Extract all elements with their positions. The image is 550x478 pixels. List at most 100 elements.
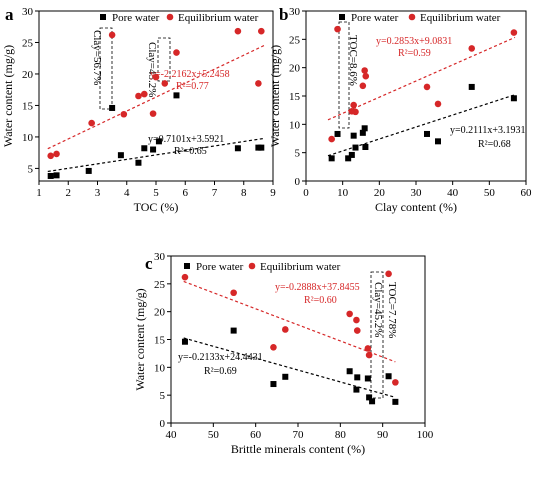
data-point-pore-water: [85, 167, 92, 174]
data-point-equilibrium-water: [468, 45, 476, 52]
y-tick-label: 30: [22, 6, 34, 18]
fit-line-equilibrium-water: [183, 280, 396, 363]
y-tick-label: 20: [289, 63, 301, 75]
fit-r-squared: R²=0.69: [204, 366, 237, 377]
data-point-pore-water: [258, 144, 265, 151]
x-tick-label: 6: [183, 187, 189, 199]
data-point-equilibrium-water: [135, 92, 142, 100]
fit-equation: y=0.2853x+9.0831: [376, 36, 452, 47]
data-point-pore-water: [348, 151, 355, 158]
x-tick-label: 9: [270, 187, 276, 199]
fit-equation: y=-0.2888x+37.8455: [275, 282, 360, 293]
data-point-equilibrium-water: [149, 110, 157, 117]
data-point-equilibrium-water: [161, 80, 169, 87]
x-tick-label: 90: [377, 429, 389, 441]
data-point-equilibrium-water: [328, 135, 335, 143]
fit-equation: y=-2.2162x+5.2458: [150, 69, 230, 80]
y-tick-label: 25: [154, 279, 166, 291]
x-tick-label: 8: [241, 187, 247, 199]
data-point-pore-water: [135, 159, 142, 166]
data-point-equilibrium-water: [282, 326, 289, 333]
y-tick-label: 15: [22, 100, 34, 112]
fit-r-squared: R²=0.65: [174, 146, 207, 157]
data-point-equilibrium-water: [359, 82, 367, 90]
data-point-equilibrium-water: [141, 90, 148, 98]
annotation-box: [338, 21, 350, 129]
x-tick-label: 7: [212, 187, 218, 199]
legend-marker-equilibrium-water: [248, 262, 256, 270]
y-tick-label: 30: [289, 6, 301, 18]
legend: Pore water Equilibrium water: [339, 12, 501, 24]
data-point-pore-water: [424, 130, 430, 137]
legend-label-equilibrium-water: Equilibrium water: [420, 12, 501, 24]
data-point-equilibrium-water: [350, 101, 357, 109]
x-tick-label: 70: [293, 429, 305, 441]
data-point-pore-water: [47, 172, 54, 179]
data-point-equilibrium-water: [181, 273, 189, 281]
y-tick-label: 15: [154, 335, 166, 347]
data-point-pore-water: [354, 374, 361, 381]
data-point-equilibrium-water: [47, 152, 54, 160]
data-point-equilibrium-water: [353, 327, 361, 334]
y-axis-title: Water content (mg/g): [268, 45, 282, 147]
y-tick-label: 5: [295, 148, 301, 160]
data-point-pore-water: [181, 338, 188, 345]
data-point-pore-water: [435, 138, 441, 145]
data-point-equilibrium-water: [173, 49, 180, 56]
data-point-pore-water: [117, 152, 124, 159]
fit-line-equilibrium-water: [327, 36, 516, 121]
fit-line-pore-water: [47, 137, 265, 173]
y-tick-label: 5: [160, 390, 166, 402]
panel-letter: c: [145, 254, 153, 273]
x-tick-label: 20: [374, 187, 386, 199]
annotation-box: [370, 271, 384, 399]
x-tick-label: 60: [250, 429, 262, 441]
annotation-label: TOC=7.78%: [386, 282, 398, 338]
fit-line-pore-water: [183, 337, 396, 398]
panel-letter: b: [279, 5, 288, 24]
x-tick-label: 1: [36, 187, 42, 199]
y-tick-label: 10: [154, 362, 166, 374]
y-tick-label: 0: [295, 176, 301, 188]
x-tick-label: 60: [521, 187, 533, 199]
x-axis-title: TOC (%): [134, 200, 179, 214]
data-point-pore-water: [369, 398, 376, 405]
legend-marker-pore-water: [339, 14, 345, 20]
x-tick-label: 50: [484, 187, 496, 199]
data-point-pore-water: [468, 83, 475, 90]
data-point-pore-water: [359, 129, 366, 136]
data-point-pore-water: [109, 104, 116, 111]
y-axis-title: Water content (mg/g): [133, 288, 147, 390]
x-tick-label: 80: [335, 429, 347, 441]
data-point-pore-water: [392, 398, 399, 405]
data-point-pore-water: [353, 386, 360, 393]
x-axis-title: Clay content (%): [375, 200, 457, 214]
y-tick-label: 20: [154, 307, 166, 319]
y-tick-label: 15: [289, 91, 301, 103]
data-point-pore-water: [141, 145, 148, 152]
x-tick-label: 50: [208, 429, 220, 441]
data-point-pore-water: [385, 373, 392, 380]
legend-label-pore-water: Pore water: [351, 12, 399, 24]
fit-r-squared: R²=0.77: [176, 81, 209, 92]
data-point-equilibrium-water: [88, 119, 95, 127]
fit-line-equilibrium-water: [47, 44, 265, 150]
legend-marker-equilibrium-water: [166, 13, 174, 21]
annotation-box: [99, 27, 113, 110]
y-tick-label: 25: [289, 34, 301, 46]
data-point-equilibrium-water: [120, 110, 128, 118]
data-point-equilibrium-water: [364, 345, 372, 352]
data-point-pore-water: [510, 95, 517, 102]
fit-r-squared: R²=0.60: [304, 295, 337, 306]
data-point-pore-water: [334, 130, 341, 137]
y-axis-title: Water content (mg/g): [1, 45, 15, 147]
data-point-equilibrium-water: [334, 25, 341, 33]
data-point-pore-water: [53, 172, 60, 179]
legend-label-equilibrium-water: Equilibrium water: [260, 261, 341, 273]
data-point-pore-water: [364, 375, 371, 382]
x-tick-label: 4: [124, 187, 130, 199]
x-tick-label: 10: [337, 187, 349, 199]
data-point-equilibrium-water: [108, 31, 116, 39]
